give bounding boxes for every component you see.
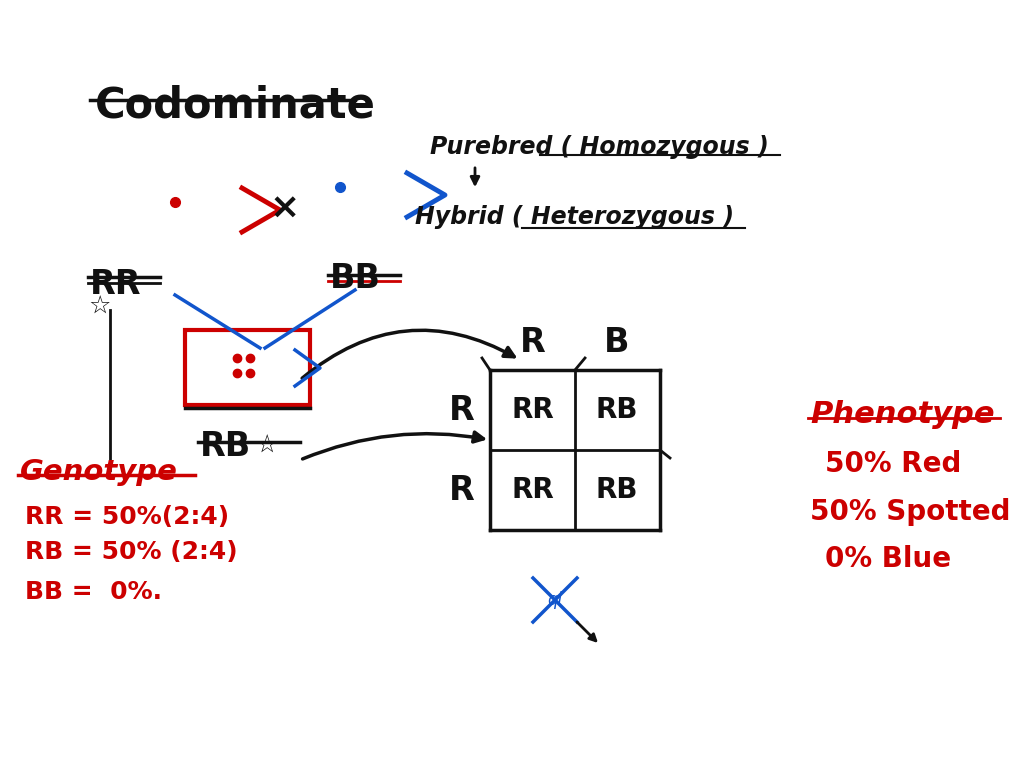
Text: R: R <box>520 326 546 359</box>
Text: B: B <box>604 326 630 359</box>
FancyArrowPatch shape <box>302 432 483 459</box>
Text: RB: RB <box>200 430 251 463</box>
Text: RR: RR <box>90 268 141 301</box>
FancyArrowPatch shape <box>302 330 514 378</box>
Text: 50% Red: 50% Red <box>825 450 962 478</box>
Text: ql: ql <box>548 591 562 609</box>
Text: ×: × <box>270 191 300 225</box>
Text: BB: BB <box>330 262 381 295</box>
Text: ☆: ☆ <box>88 295 111 319</box>
Text: BB =  0%.: BB = 0%. <box>25 580 162 604</box>
Text: RB = 50% (2:4): RB = 50% (2:4) <box>25 540 238 564</box>
Text: Hybrid ( Heterozygous ): Hybrid ( Heterozygous ) <box>415 205 734 229</box>
Text: RR: RR <box>512 476 554 504</box>
Text: RB: RB <box>596 476 638 504</box>
Text: 50% Spotted: 50% Spotted <box>810 498 1011 526</box>
Text: R: R <box>450 474 475 507</box>
Bar <box>185 330 310 405</box>
Text: RR = 50%(2:4): RR = 50%(2:4) <box>25 505 229 529</box>
Text: Purebred ( Homozygous ): Purebred ( Homozygous ) <box>430 135 769 159</box>
Text: R: R <box>450 393 475 426</box>
Text: Phenotype: Phenotype <box>810 400 994 429</box>
Text: Genotype: Genotype <box>20 458 178 486</box>
Text: Codominate: Codominate <box>95 85 376 127</box>
Text: RB: RB <box>596 396 638 424</box>
Text: 0% Blue: 0% Blue <box>825 545 951 573</box>
Text: RR: RR <box>512 396 554 424</box>
Text: ☆: ☆ <box>255 434 278 458</box>
